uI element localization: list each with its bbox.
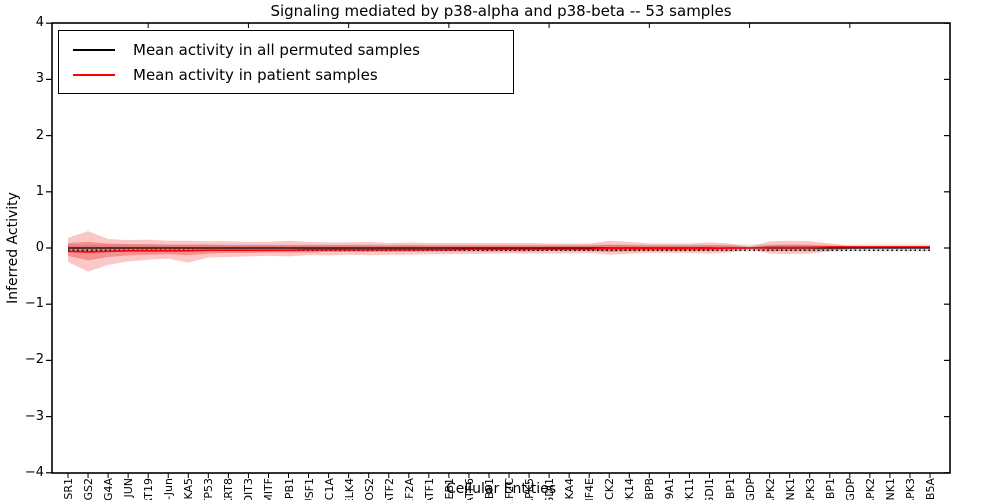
x-tick-label: ESR1 <box>62 478 75 500</box>
x-tick-label: ATF2 <box>382 478 396 500</box>
x-tick-label: RAB5A <box>924 478 937 500</box>
x-tick-label: KRT19 <box>142 478 156 500</box>
x-tick-label: MAPKAPK5 <box>523 478 536 500</box>
x-tick-label: ATF6 <box>462 478 476 500</box>
x-tick-label: PLA2G4A <box>102 478 115 500</box>
legend-box: Mean activity in all permuted samples Me… <box>58 30 514 94</box>
x-tick-label: MKNK1 <box>883 478 897 500</box>
x-tick-label: ELK4 <box>342 478 356 500</box>
x-tick-label: TP53 <box>202 478 216 500</box>
x-tick-label: CREB1 <box>442 478 456 500</box>
x-tick-label: HBP1 <box>823 478 837 500</box>
legend-label-patient: Mean activity in patient samples <box>133 65 378 84</box>
x-tick-label: p38alpha-beta/MNK1 <box>784 478 797 500</box>
legend-label-permuted: Mean activity in all permuted samples <box>133 40 420 59</box>
y-tick-label: 2 <box>35 127 44 143</box>
x-tick-label: RPS6KA5 <box>182 478 195 500</box>
x-tick-label: mol:GDP <box>744 478 757 500</box>
x-tick-label: USF1 <box>302 478 316 500</box>
x-tick-label: EIF4E <box>583 478 597 500</box>
x-tick-label: MITF <box>262 478 276 500</box>
x-tick-label: MEF2C <box>503 478 517 500</box>
x-tick-label: MAPKAPK2 <box>864 478 877 500</box>
x-tick-label: MEF2A <box>402 478 416 500</box>
x-tick-label: MAPK14 <box>623 478 636 500</box>
x-tick-label: ATF2/c-Jun <box>162 478 175 500</box>
permuted-line-sample <box>73 48 115 51</box>
y-tick-label: −1 <box>24 296 44 312</box>
x-tick-label: MAPKAPK3 <box>904 478 917 500</box>
patient-range-band <box>68 231 930 272</box>
x-tick-label: KRT8 <box>222 478 236 500</box>
y-tick-label: −2 <box>24 352 44 368</box>
x-tick-label: PPARGC1A <box>323 478 336 500</box>
y-tick-label: 3 <box>35 71 44 87</box>
x-tick-label: p38alpha-beta/CK2 <box>603 478 616 500</box>
x-tick-label: RAB5/GDP <box>844 478 857 500</box>
legend-entry-patient: Mean activity in patient samples <box>59 64 513 86</box>
x-tick-label: RPS6KA4 <box>563 478 576 500</box>
y-tick-label: −3 <box>24 408 44 424</box>
x-axis-label: Cellular Entities <box>445 481 557 497</box>
patient-std-band <box>68 241 930 261</box>
y-tick-label: −4 <box>24 464 44 480</box>
x-tick-label: MAPK11 <box>683 478 696 500</box>
x-tick-label: RAB5/GDP/GDI1 <box>703 478 716 500</box>
x-tick-label: NOS2 <box>362 478 376 500</box>
chart-title: Signaling mediated by p38-alpha and p38-… <box>270 2 732 20</box>
y-tick-label: 0 <box>35 240 44 255</box>
legend-entry-permuted: Mean activity in all permuted samples <box>59 39 513 61</box>
y-tick-label: 1 <box>35 183 44 199</box>
x-tick-label: p38alpha-beta/HBP1 <box>724 478 737 500</box>
x-tick-label: PTGS2 <box>82 478 96 500</box>
x-tick-label: SLC9A1 <box>663 478 677 500</box>
mean-patient-line <box>67 246 930 253</box>
x-tick-label: EIF4EBP1 <box>483 478 496 500</box>
x-tick-label: DDIT3 <box>242 478 256 500</box>
x-tick-label: p38alpha-beta/MAPKAPK3 <box>804 478 817 500</box>
patient-line-sample <box>73 73 115 76</box>
y-tick-label: 4 <box>35 15 44 31</box>
x-tick-label: CEBPB <box>643 478 657 500</box>
x-tick-label: p38alpha-beta/MAPKAPK2 <box>764 478 777 500</box>
x-tick-label: ATF1 <box>422 478 436 500</box>
x-tick-label: HSPB1 <box>282 478 296 500</box>
x-tick-label: GDI1 <box>543 478 557 500</box>
x-tick-label: JUN <box>122 478 136 498</box>
